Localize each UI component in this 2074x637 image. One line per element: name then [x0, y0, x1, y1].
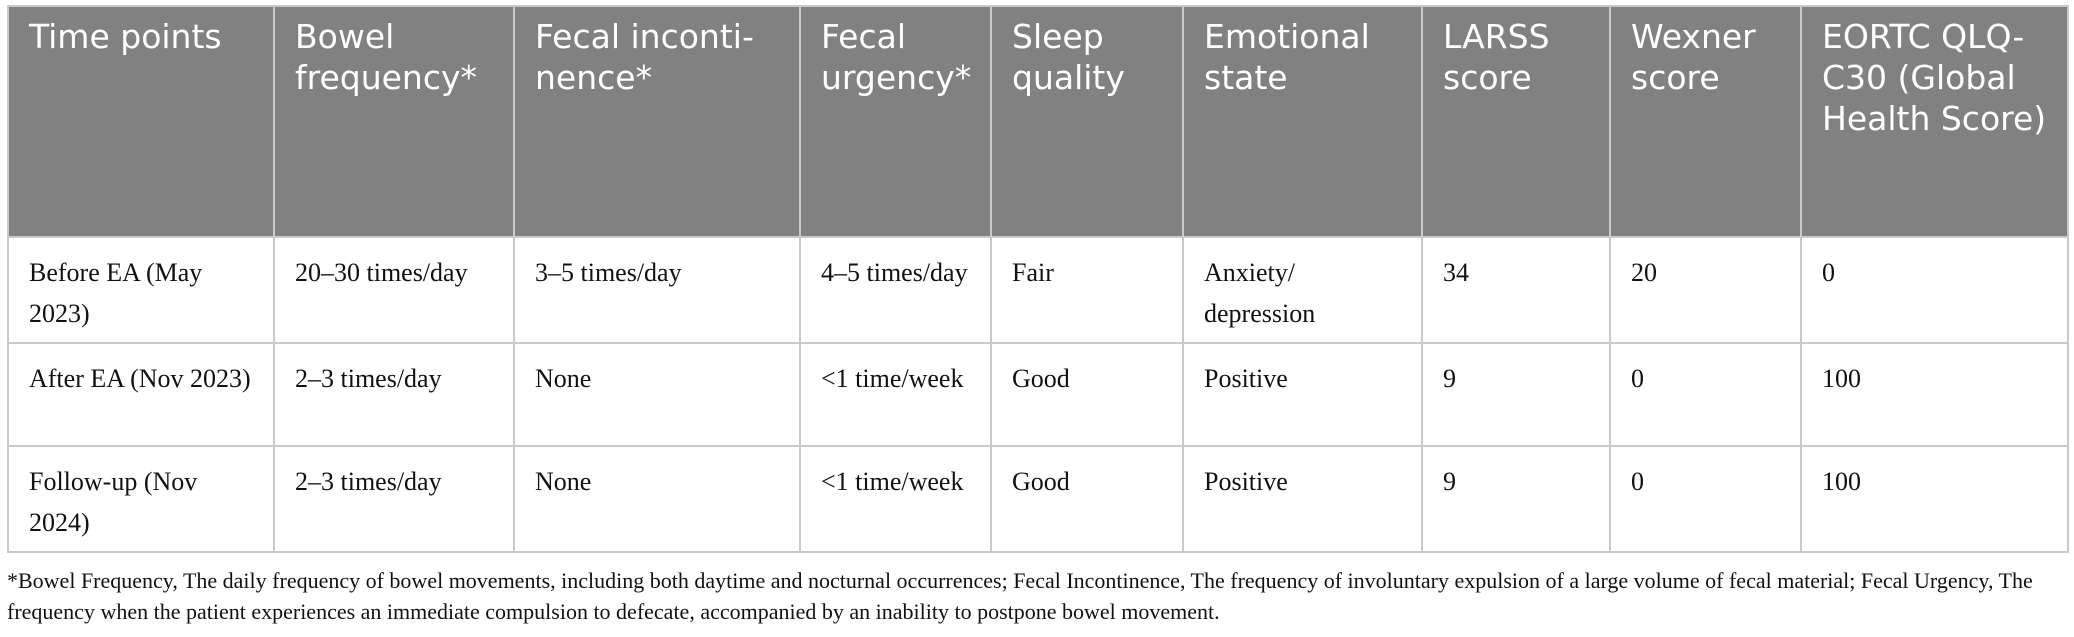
results-table: Time points Bowel frequency* Fecal incon… [7, 5, 2069, 553]
cell-fecal-urgency: 4–5 times/day [799, 236, 992, 344]
cell-bowel-frequency: 2–3 times/day [273, 342, 515, 447]
header-bowel-frequency: Bowel frequency* [273, 5, 515, 238]
table-header: Time points Bowel frequency* Fecal incon… [7, 5, 2069, 238]
header-emotional-state: Emotional state [1182, 5, 1423, 238]
cell-larss-score: 9 [1421, 445, 1611, 553]
results-table-container: Time points Bowel frequency* Fecal incon… [7, 5, 2069, 553]
cell-emotional-state: Positive [1182, 445, 1423, 553]
header-eortc-qlq-c30: EORTC QLQ-C30 (Global Health Score) [1800, 5, 2069, 238]
table-body: Before EA (May 2023) 20–30 times/day 3–5… [7, 236, 2069, 553]
cell-eortc-score: 100 [1800, 342, 2069, 447]
cell-sleep-quality: Good [990, 342, 1184, 447]
cell-larss-score: 9 [1421, 342, 1611, 447]
cell-wexner-score: 0 [1609, 445, 1802, 553]
cell-fecal-urgency: <1 time/week [799, 342, 992, 447]
header-sleep-quality: Sleep quality [990, 5, 1184, 238]
header-fecal-urgency: Fecal urgency* [799, 5, 992, 238]
cell-time-point: After EA (Nov 2023) [7, 342, 275, 447]
cell-emotional-state: Anxiety/ depression [1182, 236, 1423, 344]
cell-time-point: Follow-up (Nov 2024) [7, 445, 275, 553]
cell-sleep-quality: Fair [990, 236, 1184, 344]
cell-wexner-score: 0 [1609, 342, 1802, 447]
cell-fecal-incontinence: 3–5 times/day [513, 236, 801, 344]
table-row: Follow-up (Nov 2024) 2–3 times/day None … [7, 445, 2069, 553]
table-footnote: *Bowel Frequency, The daily frequency of… [7, 568, 2033, 624]
header-row: Time points Bowel frequency* Fecal incon… [7, 5, 2069, 238]
header-fecal-incontinence: Fecal inconti-nence* [513, 5, 801, 238]
table-row: After EA (Nov 2023) 2–3 times/day None <… [7, 342, 2069, 447]
table-row: Before EA (May 2023) 20–30 times/day 3–5… [7, 236, 2069, 344]
cell-fecal-urgency: <1 time/week [799, 445, 992, 553]
header-wexner-score: Wexner score [1609, 5, 1802, 238]
cell-fecal-incontinence: None [513, 342, 801, 447]
cell-eortc-score: 0 [1800, 236, 2069, 344]
header-time-points: Time points [7, 5, 275, 238]
cell-eortc-score: 100 [1800, 445, 2069, 553]
cell-sleep-quality: Good [990, 445, 1184, 553]
cell-bowel-frequency: 2–3 times/day [273, 445, 515, 553]
cell-larss-score: 34 [1421, 236, 1611, 344]
cell-fecal-incontinence: None [513, 445, 801, 553]
cell-wexner-score: 20 [1609, 236, 1802, 344]
cell-time-point: Before EA (May 2023) [7, 236, 275, 344]
cell-emotional-state: Positive [1182, 342, 1423, 447]
header-larss-score: LARSS score [1421, 5, 1611, 238]
cell-bowel-frequency: 20–30 times/day [273, 236, 515, 344]
